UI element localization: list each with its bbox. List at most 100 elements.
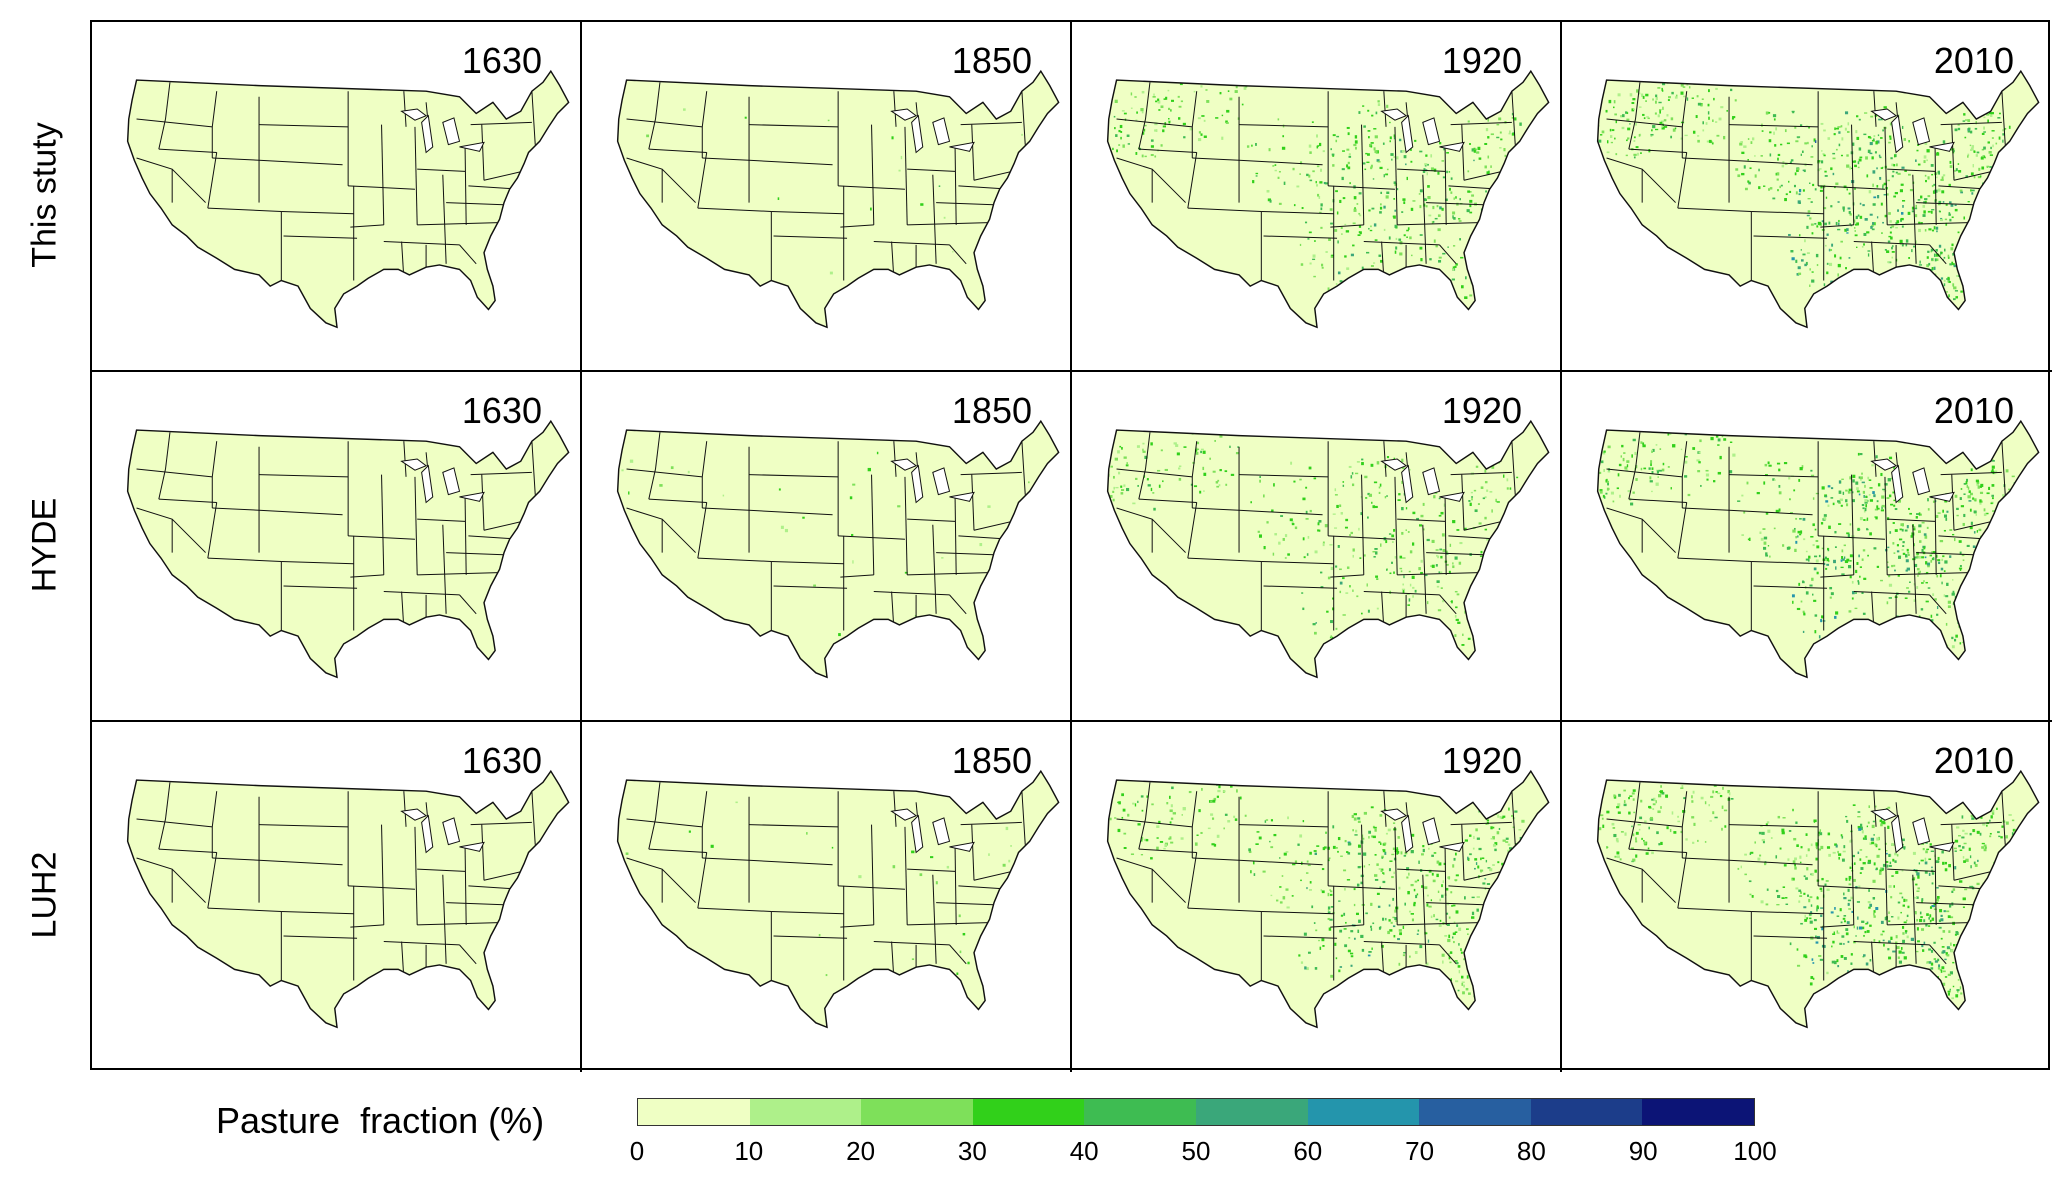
great-lake <box>459 141 485 152</box>
great-lake <box>890 108 918 121</box>
year-label: 1920 <box>1441 390 1522 431</box>
great-lake <box>949 841 975 852</box>
great-lake <box>1891 464 1904 504</box>
map-panel-luh2-2010: 2010 <box>1562 722 2052 1072</box>
row-label-luh2: LUH2 <box>25 851 64 939</box>
great-lake <box>1380 108 1408 121</box>
us-map <box>616 419 1060 679</box>
state-borders <box>136 432 536 631</box>
great-lake <box>1422 817 1441 846</box>
great-lake <box>911 114 924 154</box>
us-map <box>1106 419 1550 679</box>
year-label: 2010 <box>1933 740 2014 781</box>
colorbar <box>637 1098 1755 1126</box>
colorbar-tick-label: 30 <box>957 1136 987 1166</box>
country-outline <box>1596 69 2040 329</box>
year-label: 1920 <box>1441 40 1522 81</box>
great-lake <box>932 467 951 496</box>
us-map <box>1596 69 2040 329</box>
colorbar-swatch <box>749 1099 862 1125</box>
us-map <box>126 419 570 679</box>
map-panel-hyde-2010: 2010 <box>1562 372 2052 722</box>
great-lake <box>442 817 461 846</box>
great-lake <box>1870 808 1898 821</box>
map-panel-this_study-1920: 1920 <box>1072 22 1562 372</box>
great-lake <box>1929 491 1955 502</box>
colorbar-tick-label: 100 <box>1733 1136 1777 1166</box>
us-map <box>126 769 570 1029</box>
map-grid: 1630 1850 1920 2010 1630 1850 1920 2010 1630 1850… <box>90 20 2052 1072</box>
country-outline <box>126 419 570 679</box>
great-lake <box>1380 808 1408 821</box>
great-lake <box>1891 814 1904 854</box>
us-map <box>126 69 570 329</box>
country-outline <box>616 419 1060 679</box>
great-lake <box>1439 841 1465 852</box>
great-lake <box>1401 114 1414 154</box>
year-label: 1630 <box>461 390 542 431</box>
colorbar-swatch <box>1084 1099 1196 1125</box>
pasture-cells <box>1597 71 2011 301</box>
great-lake <box>400 458 428 471</box>
map-panel-hyde-1630: 1630 <box>92 372 582 722</box>
great-lake <box>459 841 485 852</box>
state-borders <box>1606 782 2006 981</box>
year-label: 1630 <box>461 740 542 781</box>
colorbar-tick-label: 70 <box>1405 1136 1435 1166</box>
state-borders <box>1606 432 2006 631</box>
map-panel-this_study-1850: 1850 <box>582 22 1072 372</box>
map-panel-this_study-2010: 2010 <box>1562 22 2052 372</box>
great-lake <box>1912 817 1931 846</box>
map-panel-luh2-1920: 1920 <box>1072 722 1562 1072</box>
great-lake <box>1380 458 1408 471</box>
great-lake <box>1422 467 1441 496</box>
great-lake <box>1401 464 1414 504</box>
great-lake <box>421 114 434 154</box>
great-lake <box>1912 117 1931 146</box>
map-panel-this_study-1630: 1630 <box>92 22 582 372</box>
state-borders <box>1116 82 1516 281</box>
country-outline <box>1596 769 2040 1029</box>
state-borders <box>626 782 1026 981</box>
year-label: 1850 <box>951 40 1032 81</box>
country-outline <box>1106 69 1550 329</box>
year-label: 1850 <box>951 740 1032 781</box>
colorbar-swatch <box>861 1099 973 1125</box>
great-lake <box>400 808 428 821</box>
great-lake <box>442 117 461 146</box>
us-map <box>616 769 1060 1029</box>
colorbar-tick-label: 50 <box>1181 1136 1211 1166</box>
map-panel-luh2-1850: 1850 <box>582 722 1072 1072</box>
colorbar-tick-label: 20 <box>846 1136 876 1166</box>
us-map <box>1596 419 2040 679</box>
great-lake <box>1439 141 1465 152</box>
state-borders <box>136 82 536 281</box>
state-borders <box>136 782 536 981</box>
great-lake <box>459 491 485 502</box>
colorbar-swatch <box>1642 1099 1754 1125</box>
map-panel-hyde-1920: 1920 <box>1072 372 1562 722</box>
year-label: 2010 <box>1933 40 2014 81</box>
row-label-this_study: This stuty <box>25 122 64 268</box>
row-label-hyde: HYDE <box>25 497 64 593</box>
great-lake <box>1422 117 1441 146</box>
colorbar-swatch <box>638 1099 750 1125</box>
us-map <box>616 69 1060 329</box>
great-lake <box>1401 814 1414 854</box>
great-lake <box>1912 467 1931 496</box>
legend-title: Pasture fraction (%) <box>216 1100 545 1141</box>
pasture-cells <box>1597 421 2017 649</box>
great-lake <box>421 464 434 504</box>
colorbar-swatch <box>1419 1099 1531 1125</box>
year-label: 1630 <box>461 40 542 81</box>
great-lake <box>1891 114 1904 154</box>
country-outline <box>126 769 570 1029</box>
great-lake <box>1870 458 1898 471</box>
great-lake <box>932 817 951 846</box>
country-outline <box>126 69 570 329</box>
us-map <box>1106 769 1550 1029</box>
country-outline <box>1106 769 1550 1029</box>
year-label: 2010 <box>1933 390 2014 431</box>
colorbar-tick-label: 60 <box>1293 1136 1323 1166</box>
colorbar-swatch <box>1530 1099 1643 1125</box>
